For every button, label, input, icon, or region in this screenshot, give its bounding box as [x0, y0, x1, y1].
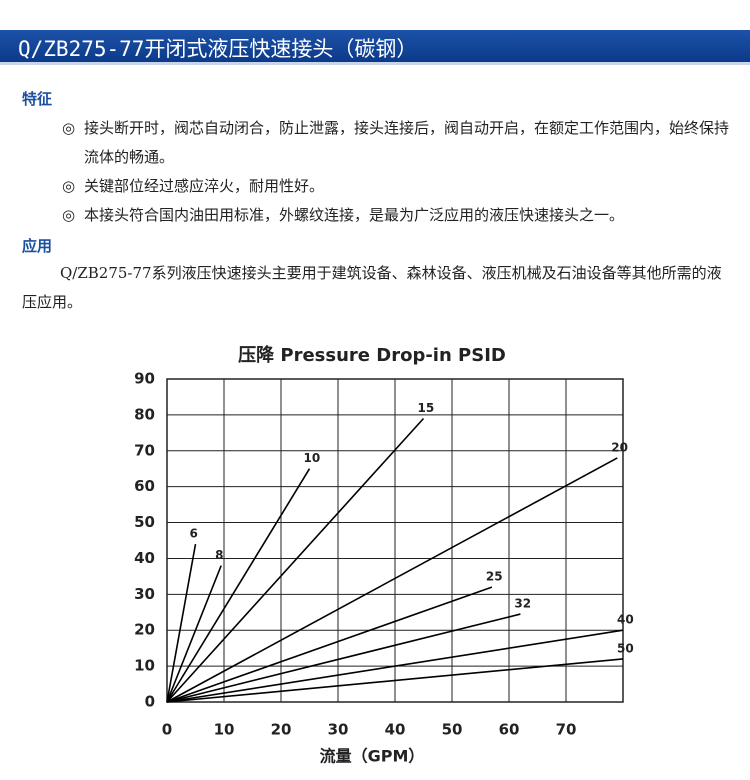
flow-line [166, 417, 425, 703]
flow-line [166, 629, 624, 703]
x-tick-label: 30 [328, 721, 349, 739]
y-tick-label: 50 [134, 513, 155, 531]
y-tick-label: 70 [134, 441, 155, 459]
line-label: 40 [617, 613, 634, 627]
flow-line [166, 565, 222, 703]
section-title: 应用 [22, 237, 53, 255]
bullet: ◎ [62, 119, 76, 137]
line-label: 32 [514, 597, 531, 611]
y-tick-label: 10 [134, 657, 155, 675]
x-tick-label: 60 [499, 721, 520, 739]
flow-line [166, 457, 618, 703]
line-label: 20 [611, 440, 628, 454]
chart: 压降 Pressure Drop-in PSID 流量（GPM） 0 10 20 30… [134, 344, 634, 766]
y-tick-label: 60 [134, 477, 155, 495]
flow-line [166, 658, 624, 703]
flow-line [166, 613, 521, 703]
y-tick-label: 30 [134, 585, 155, 603]
line-label: 10 [304, 451, 321, 465]
header-bar: Q/ZB275-77开闭式液压快速接头（碳钢） [0, 30, 750, 65]
feature-item: ◎ 接头断开时，阀芯自动闭合，防止泄露，接头连接后，阀自动开启，在额定工作范围内，… [62, 114, 732, 172]
feature-item: ◎ 本接头符合国内油田用标准，外螺纹连接，是最为广泛应用的液压快速接头之一。 [62, 201, 732, 230]
feature-text: 接头断开时，阀芯自动闭合，防止泄露，接头连接后，阀自动开启，在额定工作范围内，始… [84, 119, 730, 166]
feature-item: ◎ 关键部位经过感应淬火，耐用性好。 [62, 172, 732, 201]
x-axis-label: 流量（GPM） [320, 747, 425, 766]
application-text: Q/ZB275-77系列液压快速接头主要用于建筑设备、森林设备、液压机械及石油设… [22, 264, 722, 311]
x-tick-label: 0 [162, 721, 172, 739]
flow-line [166, 543, 197, 703]
y-tick-label: 80 [134, 405, 155, 423]
feature-text: 关键部位经过感应淬火，耐用性好。 [84, 177, 325, 195]
y-tick-label: 20 [134, 621, 155, 639]
line-label: 15 [418, 401, 435, 415]
line-label: 50 [617, 641, 634, 655]
x-tick-label: 50 [442, 721, 463, 739]
line-label: 25 [486, 570, 503, 584]
x-tick-label: 20 [271, 721, 292, 739]
x-tick-label: 70 [556, 721, 577, 739]
bullet: ◎ [62, 206, 76, 224]
section-title: 特征 [22, 90, 53, 108]
flow-line [166, 586, 493, 703]
y-tick-label: 40 [134, 549, 155, 567]
line-label: 6 [190, 527, 198, 541]
x-tick-label: 40 [385, 721, 406, 739]
x-tick-label: 10 [214, 721, 235, 739]
feature-text: 本接头符合国内油田用标准，外螺纹连接，是最为广泛应用的液压快速接头之一。 [84, 206, 625, 224]
bullet: ◎ [62, 177, 76, 195]
chart-title: 压降 Pressure Drop-in PSID [238, 344, 506, 366]
y-tick-label: 0 [145, 693, 155, 711]
y-tick-label: 90 [134, 370, 155, 388]
header-title: Q/ZB275-77开闭式液压快速接头（碳钢） [18, 37, 418, 61]
line-label: 8 [215, 548, 223, 562]
flow-line [166, 468, 311, 703]
